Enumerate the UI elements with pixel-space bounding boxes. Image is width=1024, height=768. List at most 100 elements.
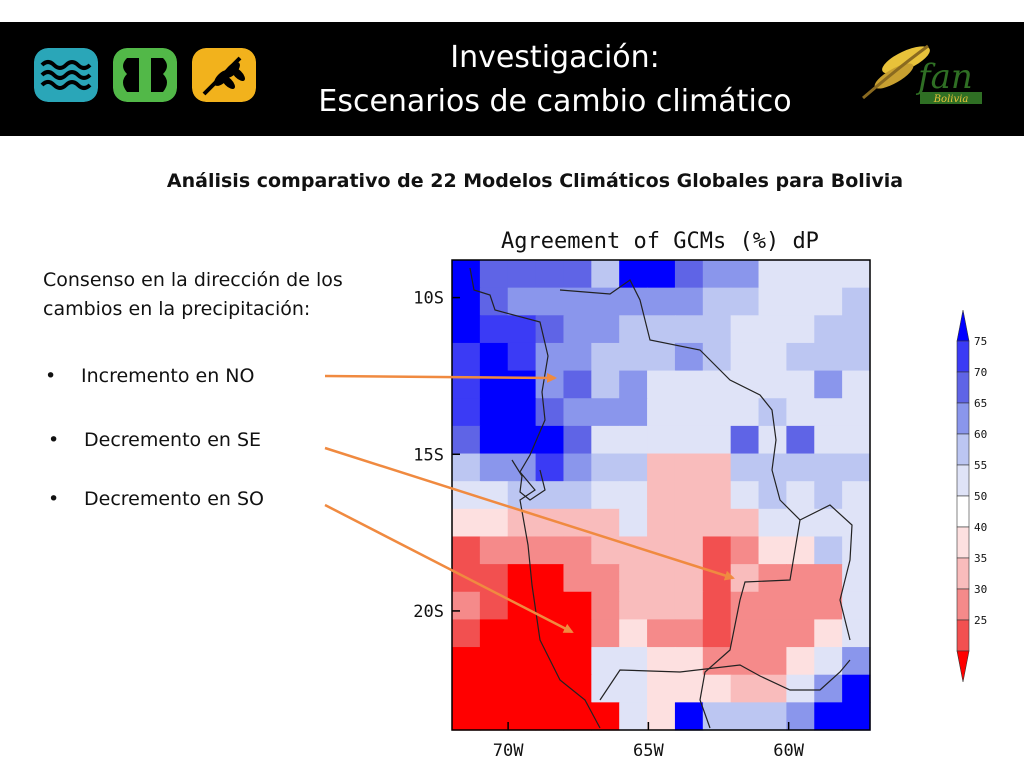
heatmap-cell [702,370,732,399]
heatmap-cell [758,702,787,731]
heatmap-cell [702,508,732,538]
heatmap-cell [758,508,787,538]
heatmap-cell [842,287,871,316]
legend-swatch [956,433,970,466]
heatmap-cell [814,342,843,372]
country-border-east [799,504,853,641]
heatmap-cell [758,342,787,372]
intro-text: Consenso en la dirección de los cambios … [43,269,343,320]
arrow-increment-no [324,372,557,383]
heatmap-cell [647,481,676,510]
chart-title: Agreement of GCMs (%) dP [501,229,819,254]
heatmap-cell [814,453,843,482]
heatmap-cell [591,342,620,372]
legend-label: 30 [974,583,987,596]
heatmap-cell [591,398,620,427]
heatmap-cell [479,674,509,703]
title-line-2: Escenarios de cambio climático [318,84,792,119]
heatmap-cell [786,647,815,676]
heatmap-cell [702,536,732,565]
leaf-icon [113,48,177,102]
y-tick-label: 15S [413,445,444,465]
heatmap-cell [591,370,620,399]
heatmap-cell [842,370,871,399]
heatmap-cell [702,398,732,427]
legend-label: 55 [974,459,987,472]
x-tick-label: 70W [493,741,524,761]
heatmap-cell [479,536,509,565]
heatmap-cell [814,702,843,731]
heatmap-cell [563,674,592,703]
heatmap-cell [619,702,648,731]
heatmap-cell [814,481,843,510]
heatmap-cell [452,342,481,372]
heatmap-cell [507,398,537,427]
heatmap-cell [535,453,565,482]
heatmap-cell [814,536,843,565]
heatmap-cell [591,287,620,316]
arrow-decrement-so [324,503,574,634]
heatmap-cell [674,315,704,344]
heatmap-cell [842,342,871,372]
heatmap-cell [535,619,565,648]
bullet-increment-no: • Incremento en NO [45,365,255,387]
heatmap-cell [535,398,565,427]
heatmap-cell [786,370,815,399]
heatmap-cell [647,508,676,538]
heatmap-cell [702,481,732,510]
heatmap-cell [730,342,760,372]
heatmap-cell [842,453,871,482]
heatmap-cell [479,508,509,538]
heatmap-cell [619,453,648,482]
heatmap-cell [702,619,732,648]
country-border-brazil-paraguay [559,279,801,729]
heatmap-cell [674,398,704,427]
heatmap-cell [479,425,509,455]
legend-swatch [956,309,970,342]
heatmap-cell [563,453,592,482]
lake-titicaca [511,459,546,501]
heatmap-cell [842,260,871,289]
arrow-decrement-se [324,446,735,581]
heatmap-cell [647,260,676,289]
heatmap-cell [758,315,787,344]
heatmap-cell [619,674,648,703]
heatmap-cell [479,453,509,482]
heatmap-cell [452,370,481,399]
heatmap-cell [452,453,481,482]
heatmap-cell [730,315,760,344]
heatmap-cell [507,287,537,316]
heatmap-cell [535,564,565,593]
heatmap-cell [563,398,592,427]
heatmap-cell [591,453,620,482]
legend-swatch [956,402,970,435]
heatmap-cell [674,370,704,399]
heatmap-cell [452,315,481,344]
legend-swatch [956,495,970,528]
heatmap-cell [730,647,760,676]
legend-swatch [956,340,970,373]
heatmap-cell [479,619,509,648]
heatmap-cell [535,536,565,565]
legend-swatch [956,557,970,590]
heatmap-cell [786,619,815,648]
heatmap-cell [507,647,537,676]
legend-swatch [956,464,970,497]
heatmap-cell [563,619,592,648]
slide-title: Investigación: Escenarios de cambio clim… [250,36,860,124]
heatmap-cell [674,481,704,510]
heatmap-cell [619,564,648,593]
legend-label: 70 [974,366,987,379]
heatmap-cell [786,564,815,593]
heatmap-cell [619,315,648,344]
heatmap-cell [674,591,704,621]
heatmap-cell [786,260,815,289]
heatmap-cell [674,425,704,455]
heatmap-cell [591,674,620,703]
heatmap-cell [507,342,537,372]
heatmap-cell [730,398,760,427]
legend-label: 60 [974,428,987,441]
heatmap-cell [479,702,509,731]
heatmap-cell [563,425,592,455]
